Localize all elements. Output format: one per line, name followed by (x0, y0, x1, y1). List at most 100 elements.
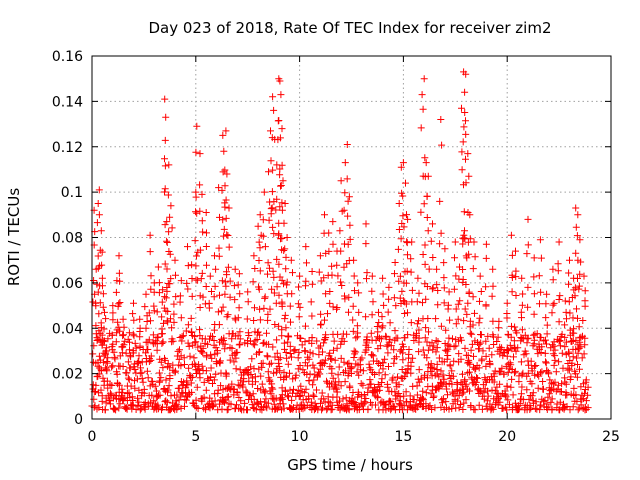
data-point-marker (118, 385, 126, 393)
data-point-marker (214, 386, 222, 394)
data-point-marker (233, 348, 241, 356)
data-point-marker (402, 279, 410, 287)
data-point-marker (264, 399, 272, 407)
data-point-marker (275, 260, 283, 268)
data-point-marker (458, 104, 465, 112)
data-point-marker (114, 318, 122, 326)
data-point-marker (430, 342, 438, 350)
data-point-marker (482, 362, 490, 370)
data-point-marker (204, 340, 212, 348)
data-point-marker (177, 277, 185, 285)
data-point-marker (333, 261, 341, 269)
data-point-marker (536, 300, 543, 308)
data-point-marker (459, 266, 467, 273)
data-point-marker (529, 331, 537, 339)
data-point-marker (188, 373, 196, 381)
data-point-marker (504, 330, 512, 338)
data-point-marker (424, 315, 432, 322)
data-point-marker (477, 339, 485, 347)
data-point-marker (421, 260, 429, 268)
data-point-marker (161, 221, 169, 229)
data-point-marker (197, 275, 205, 283)
data-point-marker (503, 352, 511, 360)
data-point-marker (415, 334, 423, 342)
data-point-marker (544, 368, 552, 376)
data-point-marker (571, 284, 579, 292)
data-point-marker (166, 280, 174, 288)
data-point-marker (343, 330, 351, 338)
data-point-marker (573, 305, 580, 313)
data-point-marker (224, 393, 232, 401)
data-point-marker (252, 378, 259, 386)
data-point-marker (187, 328, 195, 336)
data-point-marker (489, 317, 497, 325)
data-point-marker (426, 402, 434, 410)
data-point-marker (519, 290, 527, 298)
data-point-marker (349, 316, 357, 324)
data-point-marker (402, 300, 410, 308)
data-point-marker (299, 405, 307, 413)
data-point-marker (126, 364, 134, 372)
data-point-marker (338, 335, 346, 343)
data-point-marker (508, 322, 515, 330)
data-point-marker (562, 351, 570, 359)
data-point-marker (561, 297, 569, 305)
data-point-marker (454, 300, 462, 308)
data-point-marker (99, 282, 106, 290)
data-point-marker (119, 395, 127, 403)
data-point-marker (355, 308, 363, 316)
data-point-marker (555, 238, 563, 246)
data-point-marker (212, 265, 220, 273)
data-point-marker (103, 359, 111, 367)
data-point-marker (95, 186, 103, 194)
data-point-marker (161, 136, 169, 144)
data-point-marker (532, 398, 540, 406)
data-point-marker (187, 379, 195, 387)
data-point-marker (563, 315, 570, 323)
data-point-marker (331, 356, 339, 364)
data-point-marker (518, 383, 526, 391)
data-point-marker (415, 348, 423, 356)
data-point-marker (391, 270, 398, 278)
data-point-marker (385, 363, 392, 370)
data-point-marker (226, 356, 234, 364)
data-point-marker (276, 203, 284, 211)
data-point-marker (147, 317, 154, 325)
data-point-marker (429, 394, 437, 401)
data-point-marker (221, 166, 229, 174)
data-point-marker (432, 337, 440, 345)
data-point-marker (474, 374, 482, 382)
data-point-marker (466, 387, 473, 395)
data-point-marker (390, 346, 398, 354)
data-point-marker (283, 234, 291, 241)
data-point-marker (408, 286, 416, 294)
data-point-marker (209, 380, 216, 387)
data-point-marker (203, 229, 210, 237)
data-point-marker (419, 251, 427, 258)
data-point-marker (278, 235, 286, 242)
data-point-marker (136, 406, 144, 414)
data-point-marker (469, 293, 477, 301)
data-point-marker (202, 209, 210, 216)
data-point-marker (476, 387, 484, 395)
data-point-marker (546, 387, 554, 395)
data-point-marker (576, 270, 584, 278)
y-axis-label: ROTI / TECUs (5, 188, 23, 286)
data-point-marker (228, 335, 236, 343)
data-point-marker (254, 328, 262, 336)
data-point-marker (285, 393, 292, 401)
data-point-marker (272, 206, 280, 214)
data-point-marker (284, 392, 292, 400)
data-point-marker (375, 308, 382, 316)
data-point-marker (302, 243, 310, 251)
data-point-marker (467, 346, 475, 354)
data-point-marker (176, 292, 184, 300)
data-point-marker (349, 327, 357, 335)
data-point-marker (181, 361, 188, 368)
data-point-marker (278, 199, 286, 207)
data-point-marker (464, 369, 472, 377)
data-point-marker (444, 391, 451, 399)
data-point-marker (535, 272, 543, 280)
data-point-marker (170, 310, 178, 318)
data-point-marker (273, 336, 281, 344)
